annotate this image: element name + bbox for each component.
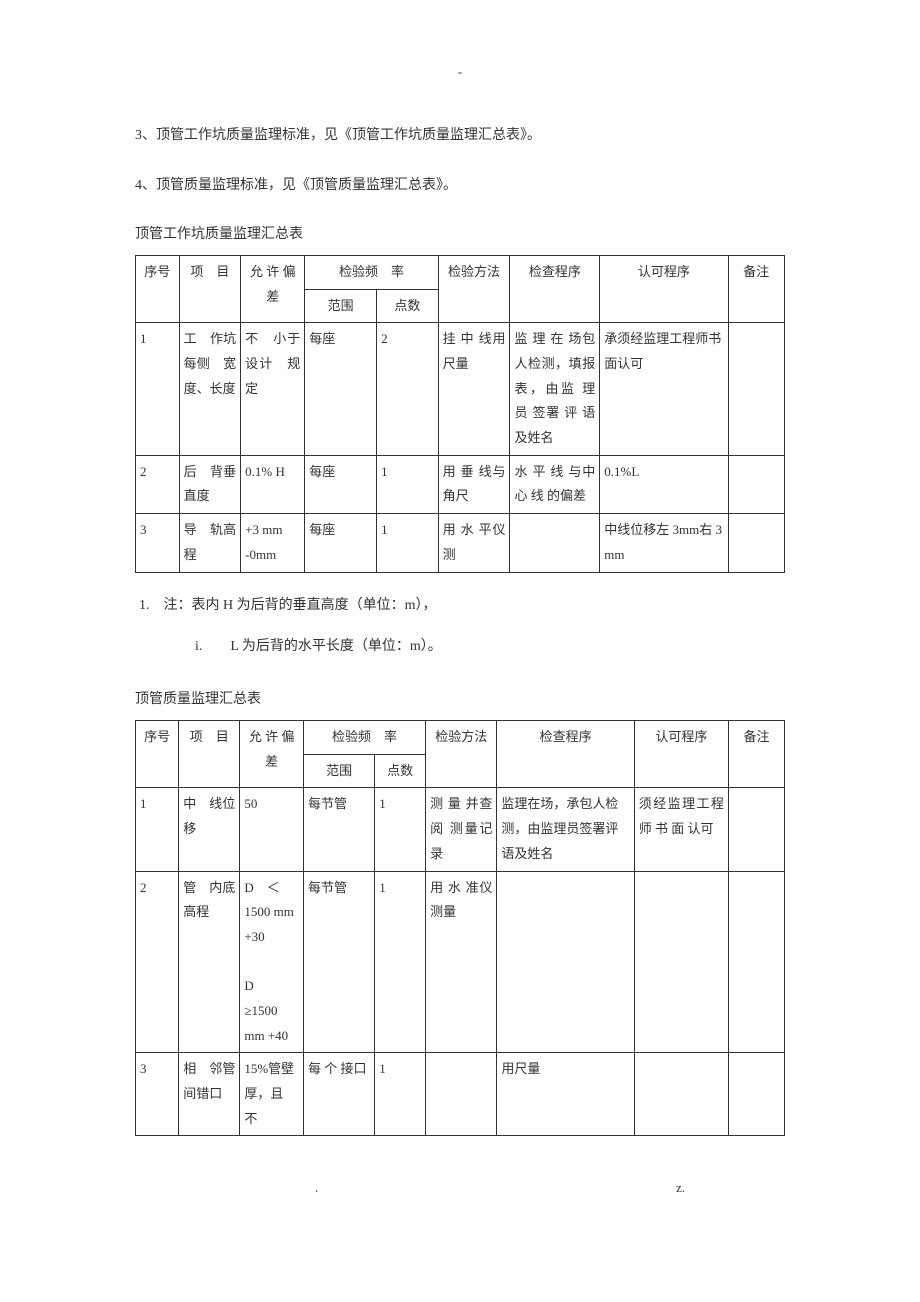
cell-remark [728, 871, 784, 1053]
footer-z: z. [676, 1176, 685, 1199]
cell-item: 后 背垂 直度 [179, 455, 241, 513]
th-item: 项 目 [179, 255, 241, 322]
cell-check: 水 平 线 与中 心 线 的偏差 [510, 455, 600, 513]
cell-range: 每节管 [303, 788, 374, 871]
cell-remark [728, 1053, 784, 1136]
table2-title: 顶管质量监理汇总表 [135, 687, 785, 712]
cell-approve [634, 1053, 728, 1136]
cell-check: 监理在场，承包人检测，由监理员签署评语及姓名 [497, 788, 634, 871]
cell-item: 导 轨高 程 [179, 514, 241, 572]
cell-item: 中 线位移 [179, 788, 240, 871]
top-dash: - [135, 60, 785, 83]
th-check: 检查程序 [510, 255, 600, 322]
cell-seq: 2 [136, 455, 180, 513]
table-2: 序号 项 目 允 许 偏 差 检验频 率 检验方法 检查程序 认可程序 备注 范… [135, 720, 785, 1136]
cell-remark [728, 514, 785, 572]
footer-marks: . z. [135, 1176, 785, 1199]
table-row: 3 导 轨高 程 +3 mm -0mm 每座 1 用 水 平仪测 中线位移左 3… [136, 514, 785, 572]
th-approve: 认可程序 [634, 721, 728, 788]
th-remark: 备注 [728, 255, 785, 322]
cell-count: 1 [375, 1053, 426, 1136]
th-approve: 认可程序 [600, 255, 728, 322]
table-row: 2 管 内底 高程 D ＜1500 mm +30 D ≥1500 mm +40 … [136, 871, 785, 1053]
cell-seq: 3 [136, 514, 180, 572]
cell-count: 2 [377, 323, 439, 455]
cell-tol: 不 小于 设计 规定 [241, 323, 305, 455]
cell-check: 监 理 在 场包人检测，填报表，由监 理 员 签署 评 语 及姓名 [510, 323, 600, 455]
cell-approve: 承须经监理工程师书面认可 [600, 323, 728, 455]
paragraph-3: 3、顶管工作坑质量监理标准，见《顶管工作坑质量监理汇总表》。 [135, 123, 785, 148]
cell-item: 管 内底 高程 [179, 871, 240, 1053]
cell-count: 1 [377, 455, 439, 513]
table-row: 2 后 背垂 直度 0.1% H 每座 1 用 垂 线与角尺 水 平 线 与中 … [136, 455, 785, 513]
cell-tol: 15%管壁厚，且 不 [240, 1053, 304, 1136]
cell-count: 1 [375, 788, 426, 871]
th-tolerance: 允 许 偏 差 [240, 721, 304, 788]
note-1-sub: i. L 为后背的水平长度（单位：m）。 [135, 634, 785, 659]
cell-item: 相 邻管 间错口 [179, 1053, 240, 1136]
cell-count: 1 [377, 514, 439, 572]
cell-seq: 1 [136, 323, 180, 455]
th-item: 项 目 [179, 721, 240, 788]
th-range: 范围 [305, 289, 377, 323]
th-count: 点数 [377, 289, 439, 323]
cell-check: 用尺量 [497, 1053, 634, 1136]
th-method: 检验方法 [438, 255, 510, 322]
cell-check [510, 514, 600, 572]
th-count: 点数 [375, 754, 426, 788]
th-freq-group: 检验频 率 [303, 721, 425, 755]
cell-seq: 1 [136, 788, 179, 871]
cell-approve: 0.1%L [600, 455, 728, 513]
table-row: 1 中 线位移 50 每节管 1 测 量 并查 阅 测量记录 监理在场，承包人检… [136, 788, 785, 871]
cell-method: 测 量 并查 阅 测量记录 [426, 788, 497, 871]
cell-seq: 3 [136, 1053, 179, 1136]
cell-method [426, 1053, 497, 1136]
cell-method: 用 水 平仪测 [438, 514, 510, 572]
cell-item: 工 作坑 每侧 宽度、长度 [179, 323, 241, 455]
cell-range: 每节管 [303, 871, 374, 1053]
th-method: 检验方法 [426, 721, 497, 788]
cell-tol: D ＜1500 mm +30 D ≥1500 mm +40 [240, 871, 304, 1053]
cell-approve [634, 871, 728, 1053]
cell-remark [728, 455, 785, 513]
cell-remark [728, 323, 785, 455]
paragraph-4: 4、顶管质量监理标准，见《顶管质量监理汇总表》。 [135, 173, 785, 198]
cell-approve: 中线位移左 3mm右 3 mm [600, 514, 728, 572]
cell-tol: 50 [240, 788, 304, 871]
th-seq: 序号 [136, 721, 179, 788]
th-check: 检查程序 [497, 721, 634, 788]
th-tolerance: 允 许 偏 差 [241, 255, 305, 322]
cell-method: 用 水 准仪测量 [426, 871, 497, 1053]
note-1: 1. 注：表内 H 为后背的垂直高度（单位：m）， [135, 593, 785, 618]
cell-range: 每座 [305, 514, 377, 572]
th-remark: 备注 [728, 721, 784, 788]
cell-range: 每座 [305, 455, 377, 513]
cell-range: 每 个 接口 [303, 1053, 374, 1136]
cell-check [497, 871, 634, 1053]
cell-tol: 0.1% H [241, 455, 305, 513]
cell-count: 1 [375, 871, 426, 1053]
cell-seq: 2 [136, 871, 179, 1053]
cell-method: 用 垂 线与角尺 [438, 455, 510, 513]
table-1: 序号 项 目 允 许 偏 差 检验频 率 检验方法 检查程序 认可程序 备注 范… [135, 255, 785, 573]
th-range: 范围 [303, 754, 374, 788]
table-row: 1 工 作坑 每侧 宽度、长度 不 小于 设计 规定 每座 2 挂 中 线用尺量… [136, 323, 785, 455]
cell-method: 挂 中 线用尺量 [438, 323, 510, 455]
cell-approve: 须经监理工程 师 书 面 认可 [634, 788, 728, 871]
footer-dot: . [315, 1176, 318, 1199]
th-seq: 序号 [136, 255, 180, 322]
cell-tol: +3 mm -0mm [241, 514, 305, 572]
table-row: 3 相 邻管 间错口 15%管壁厚，且 不 每 个 接口 1 用尺量 [136, 1053, 785, 1136]
table1-title: 顶管工作坑质量监理汇总表 [135, 222, 785, 247]
cell-remark [728, 788, 784, 871]
th-freq-group: 检验频 率 [305, 255, 438, 289]
cell-range: 每座 [305, 323, 377, 455]
